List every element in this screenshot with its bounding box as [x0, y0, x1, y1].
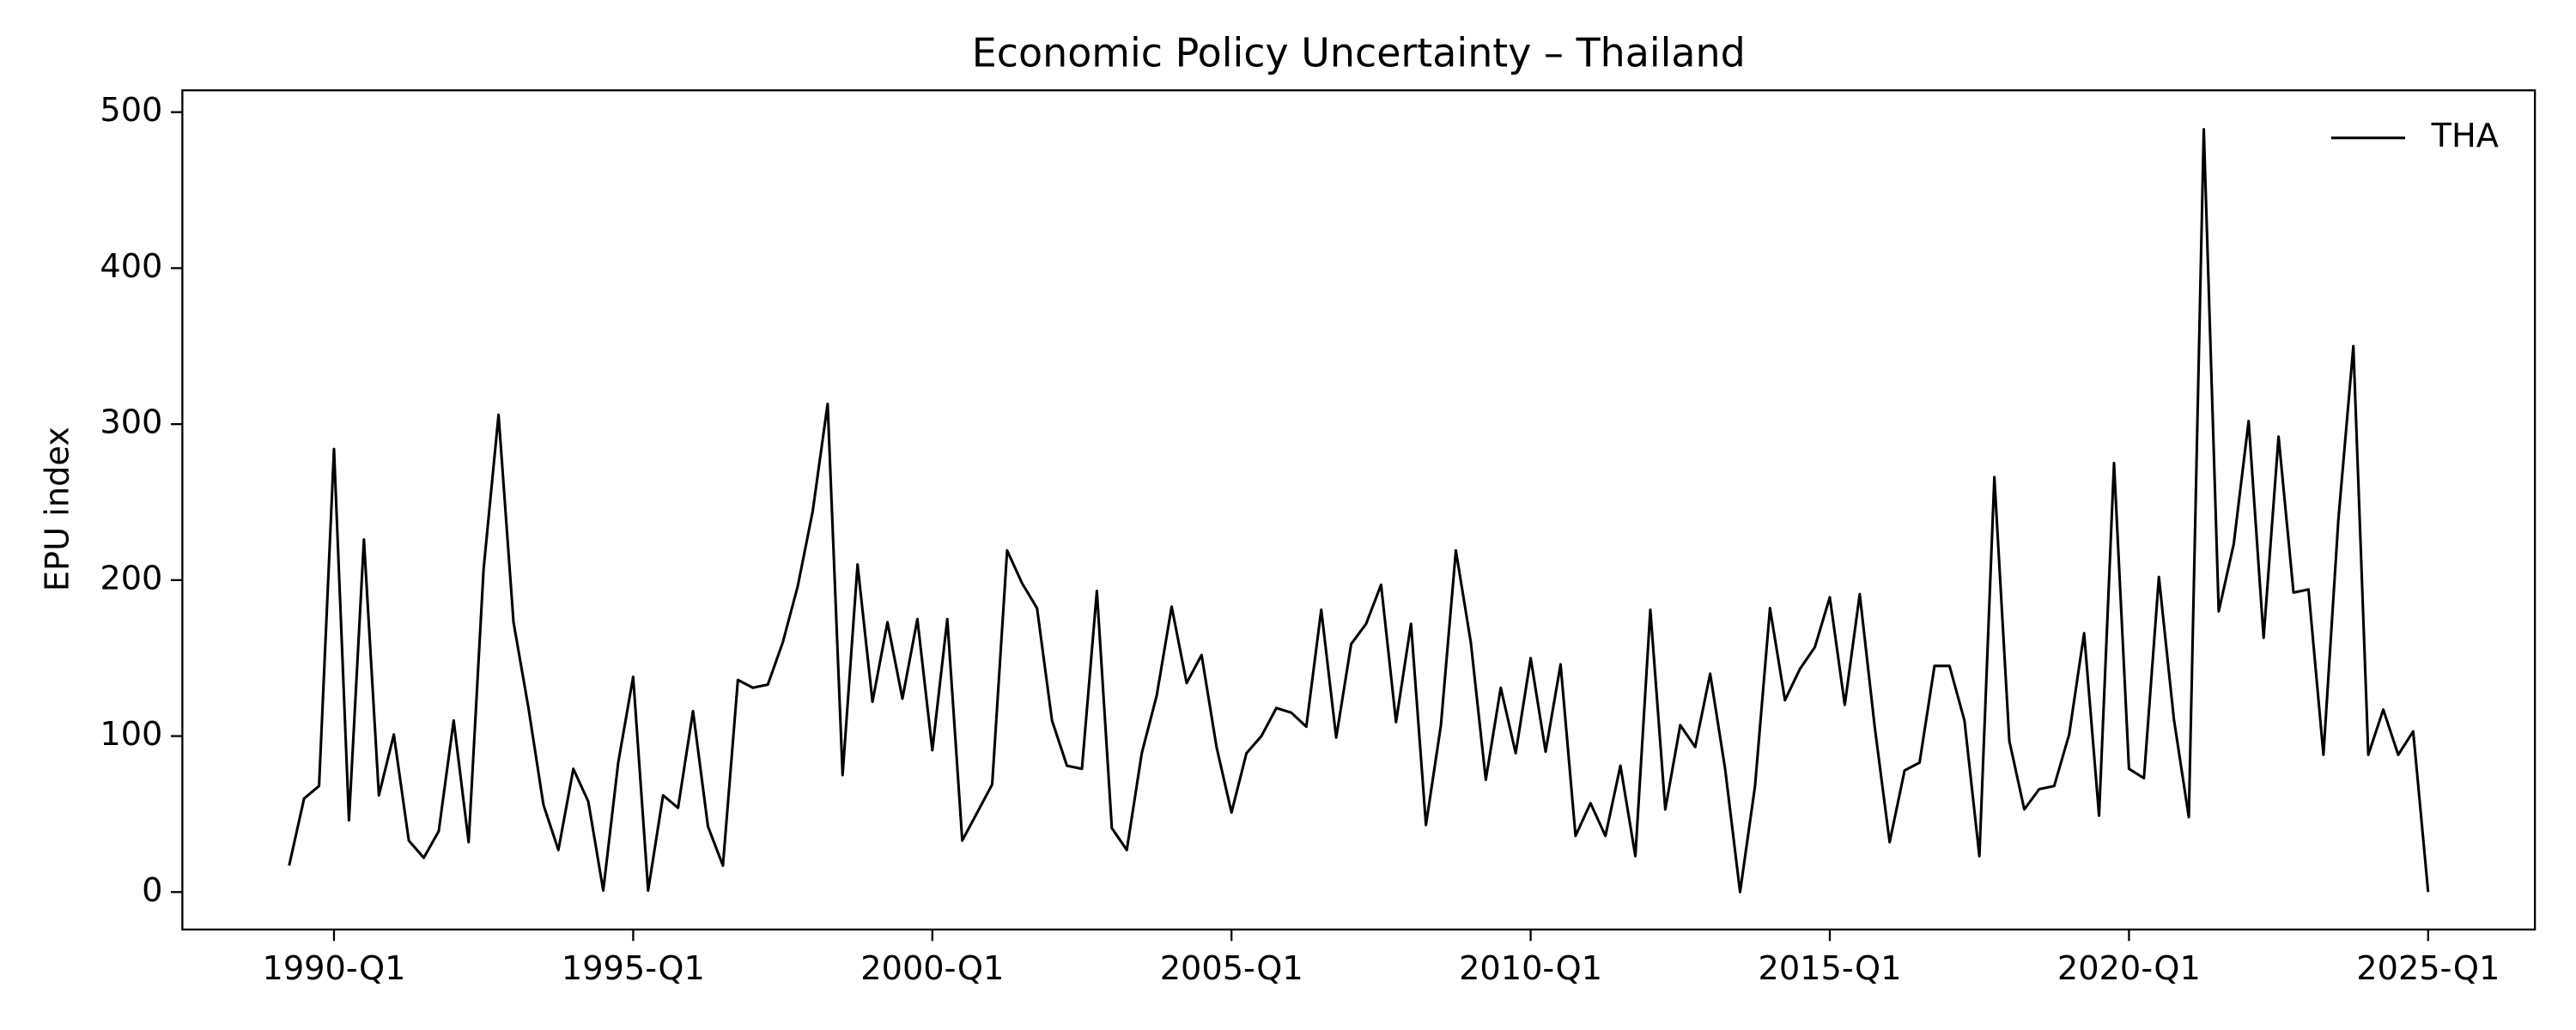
legend-label: THA: [2431, 117, 2499, 155]
y-tick-label: 100: [100, 715, 162, 754]
data-line: [288, 128, 2430, 894]
y-tick-label: 400: [100, 247, 162, 286]
x-tick-label: 2020-Q1: [2057, 949, 2201, 988]
y-tick-label: 200: [100, 559, 162, 597]
x-tick-label: 2010-Q1: [1459, 949, 1602, 988]
plot-frame: [181, 89, 2537, 931]
chart-title: Economic Policy Uncertainty – Thailand: [972, 30, 1746, 76]
y-tick-label: 500: [100, 91, 162, 130]
x-tick-label: 1990-Q1: [262, 949, 405, 988]
y-tick-label: 300: [100, 403, 162, 442]
x-tick-label: 2000-Q1: [860, 949, 1004, 988]
y-tick-label: 0: [142, 871, 162, 910]
x-tick-label: 1995-Q1: [562, 949, 705, 988]
x-tick-label: 2005-Q1: [1160, 949, 1303, 988]
x-tick-label: 2015-Q1: [1759, 949, 1902, 988]
y-axis-label: EPU index: [38, 427, 76, 591]
x-tick-label: 2025-Q1: [2356, 949, 2500, 988]
